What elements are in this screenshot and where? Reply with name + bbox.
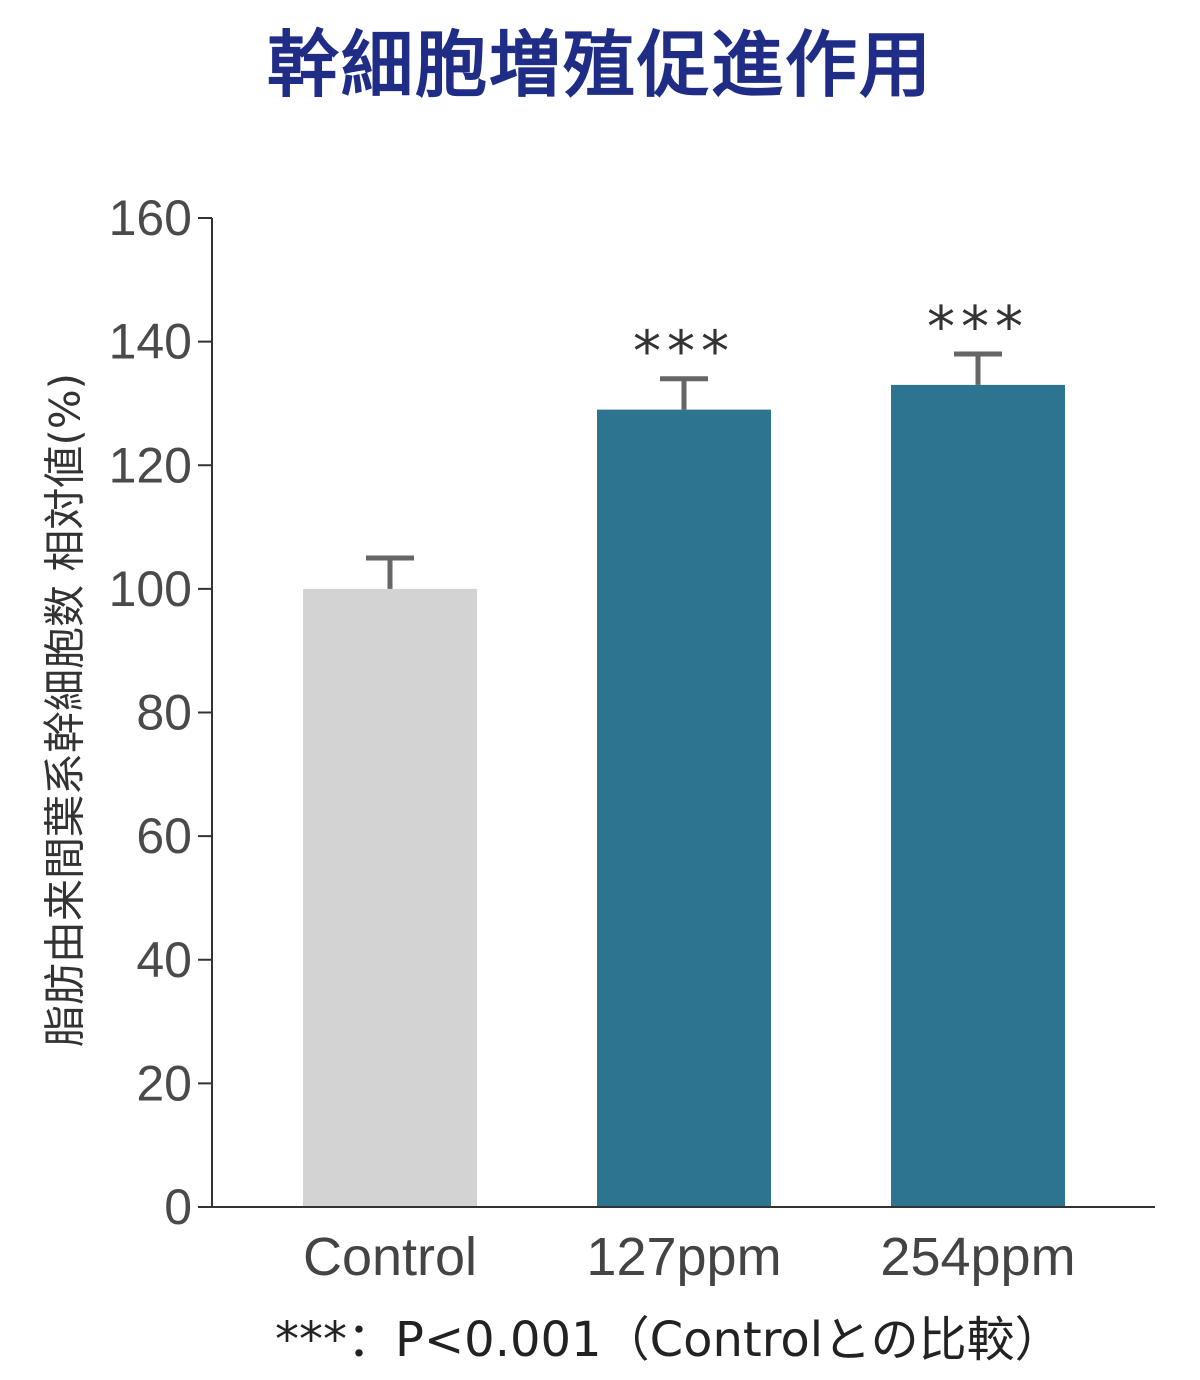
y-axis-ticks: 0 20 40 60 80 100 120 140 160 — [109, 190, 212, 1235]
footnote: ***：P<0.001（Controlとの比較） — [275, 1312, 1063, 1368]
y-tick-label: 120 — [109, 437, 192, 493]
y-tick-label: 40 — [136, 932, 192, 988]
y-tick-label: 100 — [109, 561, 192, 617]
bar — [891, 384, 1065, 1207]
significance-label: *** — [633, 320, 735, 385]
y-tick-label: 80 — [136, 685, 192, 741]
y-tick-label: 160 — [109, 190, 192, 246]
chart-title: 幹細胞増殖促進作用 — [266, 23, 933, 107]
x-category-label: 254ppm — [880, 1227, 1075, 1287]
y-tick-label: 0 — [164, 1179, 192, 1235]
x-axis-labels: Control 127ppm 254ppm — [303, 1227, 1076, 1287]
y-tick-label: 60 — [136, 808, 192, 864]
y-tick-label: 20 — [136, 1055, 192, 1111]
axes — [211, 218, 1155, 1208]
x-category-label: 127ppm — [586, 1227, 781, 1287]
bars: *** *** — [303, 295, 1065, 1207]
x-category-label: Control — [303, 1227, 477, 1287]
y-tick-label: 140 — [109, 314, 192, 370]
significance-label: *** — [927, 295, 1029, 360]
bar — [597, 409, 771, 1207]
bar — [303, 588, 477, 1207]
